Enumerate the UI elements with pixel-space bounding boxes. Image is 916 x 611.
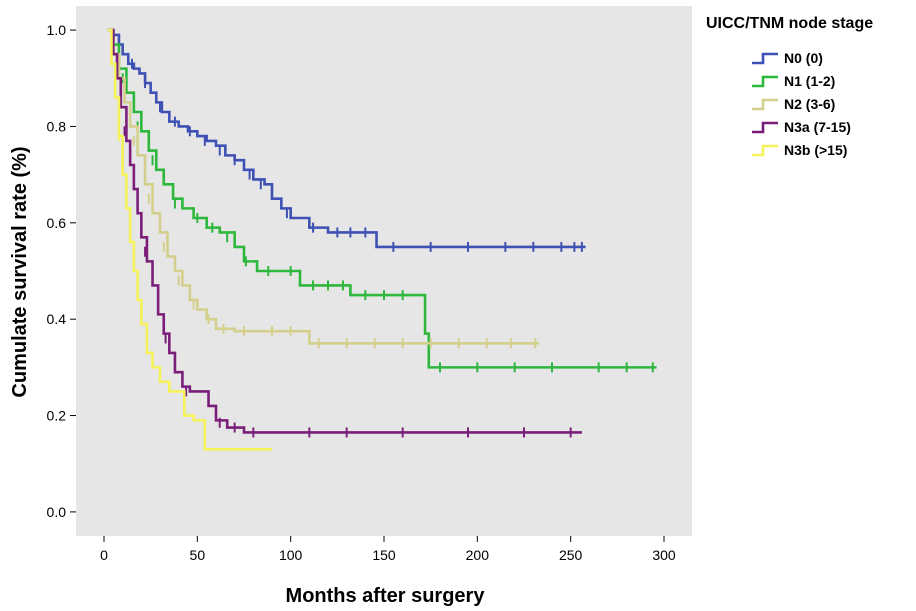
legend-swatch xyxy=(752,75,778,88)
legend-item: N0 (0) xyxy=(752,50,823,66)
x-tick-label: 0 xyxy=(100,547,108,563)
x-tick-label: 100 xyxy=(279,547,303,563)
series-line xyxy=(107,28,586,249)
y-tick-label: 0.8 xyxy=(47,118,67,134)
x-tick-label: 250 xyxy=(559,547,583,563)
series-layer xyxy=(107,28,657,451)
legend-label: N3b (>15) xyxy=(784,142,847,158)
legend-label: N0 (0) xyxy=(784,50,823,66)
x-tick-label: 200 xyxy=(466,547,490,563)
series-line xyxy=(109,28,657,369)
legend-label: N1 (1-2) xyxy=(784,73,835,89)
legend-swatch xyxy=(752,144,778,157)
x-axis-title: Months after surgery xyxy=(286,585,486,607)
x-tick-label: 150 xyxy=(372,547,396,563)
y-tick-label: 0.4 xyxy=(47,311,67,327)
series-line xyxy=(109,28,539,345)
axes: 0 50 100 150 200 250 300 0.0 0.2 0.4 0.6 0.8 1.0 xyxy=(47,22,676,563)
legend-swatch xyxy=(752,52,778,65)
legend: UICC/TNM node stage N0 (0) N1 (1-2) N2 (3-… xyxy=(706,15,873,158)
x-tick-label: 50 xyxy=(190,547,206,563)
series-4 xyxy=(107,28,272,451)
legend-label: N2 (3-6) xyxy=(784,96,835,112)
series-line xyxy=(107,28,272,451)
y-tick-label: 0.2 xyxy=(47,408,67,424)
y-tick-label: 1.0 xyxy=(47,22,67,38)
legend-item: N3a (7-15) xyxy=(752,119,851,135)
legend-item: N2 (3-6) xyxy=(752,96,835,112)
x-tick-label: 300 xyxy=(652,547,676,563)
legend-swatch xyxy=(752,98,778,111)
legend-label: N3a (7-15) xyxy=(784,119,851,135)
y-tick-label: 0.6 xyxy=(47,215,67,231)
series-1 xyxy=(109,28,657,373)
series-0 xyxy=(107,28,586,252)
y-axis-title: Cumulate survival rate (%) xyxy=(9,146,31,397)
plot-background xyxy=(76,6,692,536)
legend-item: N3b (>15) xyxy=(752,142,847,158)
series-line xyxy=(109,28,582,434)
legend-title: UICC/TNM node stage xyxy=(706,15,873,32)
legend-item: N1 (1-2) xyxy=(752,73,835,89)
series-3 xyxy=(109,28,582,438)
legend-swatch xyxy=(752,121,778,134)
y-tick-label: 0.0 xyxy=(47,504,67,520)
